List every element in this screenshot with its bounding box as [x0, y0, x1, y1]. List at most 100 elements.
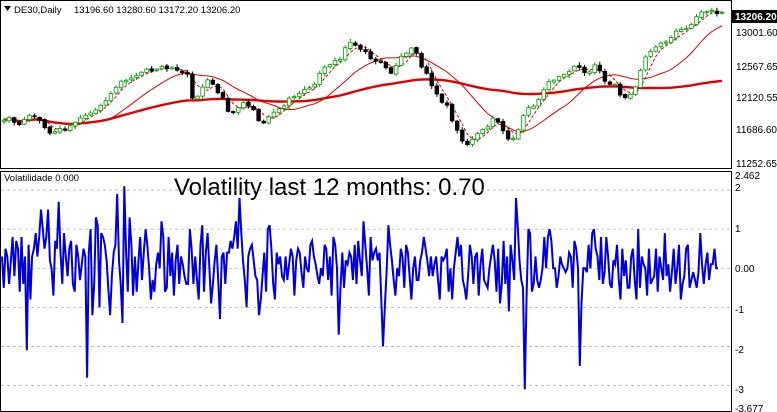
- candle-body: [587, 71, 592, 74]
- candle-body: [195, 95, 200, 100]
- candle-body: [475, 133, 480, 141]
- price-axis: 13001.60 12567.65 12120.55 11686.60 1125…: [736, 28, 777, 170]
- candle-body: [47, 126, 53, 134]
- dropdown-triangle-icon[interactable]: [4, 6, 11, 11]
- candle-body: [383, 62, 389, 69]
- candle-body: [292, 96, 297, 99]
- candle-body: [541, 89, 546, 100]
- candle-body: [378, 60, 384, 63]
- candle-body: [561, 73, 567, 78]
- candle-body: [6, 117, 12, 122]
- ma-mid: [3, 25, 723, 133]
- candle-body: [286, 97, 292, 107]
- candle-body: [67, 125, 73, 131]
- candle-body: [103, 100, 109, 106]
- candle-body: [490, 117, 496, 128]
- candle-body: [205, 79, 210, 89]
- candle-body: [617, 83, 623, 96]
- candle-body: [342, 47, 348, 61]
- candle-body: [149, 68, 154, 72]
- candle-body: [582, 66, 587, 74]
- candle-body: [546, 80, 552, 90]
- candle-body: [709, 10, 715, 13]
- candle-body: [419, 53, 424, 68]
- candle-body: [393, 65, 399, 75]
- candle-body: [78, 117, 83, 124]
- candle-body: [572, 65, 577, 72]
- candle-body: [373, 58, 378, 62]
- candle-body: [628, 93, 633, 99]
- candle-body: [210, 79, 215, 85]
- current-price-tag-bg: [732, 10, 777, 23]
- candle-body: [174, 67, 180, 71]
- current-price-value: 13206.20: [735, 12, 777, 23]
- candle-body: [531, 105, 536, 109]
- candle-body: [124, 79, 129, 83]
- candle-body: [505, 130, 511, 140]
- candle-body: [261, 120, 266, 124]
- candle-body: [668, 37, 674, 44]
- candle-body: [689, 24, 694, 29]
- candle-body: [704, 11, 709, 14]
- candle-body: [653, 46, 659, 52]
- candle-body: [256, 108, 261, 122]
- candle-body: [460, 129, 465, 142]
- ma-mid-line: [3, 25, 723, 133]
- candle-body: [663, 41, 669, 44]
- ma-short-line: [3, 11, 723, 141]
- indicator-tick: 1: [735, 224, 741, 235]
- candle-body: [276, 108, 282, 113]
- candle-body: [1, 119, 7, 123]
- candle-body: [363, 49, 368, 52]
- candle-body: [312, 83, 317, 88]
- candle-body: [648, 51, 653, 57]
- candle-body: [516, 129, 521, 140]
- candle-body: [88, 112, 93, 116]
- price-tick: 11252.65: [736, 159, 777, 170]
- candle-body: [623, 93, 628, 99]
- indicator-tick: 2.462: [735, 171, 760, 182]
- candle-body: [485, 126, 490, 130]
- candle-body: [98, 104, 103, 111]
- candle-body: [302, 89, 307, 94]
- candle-body: [388, 67, 394, 74]
- candle-body: [93, 109, 98, 114]
- candle-body: [236, 107, 241, 113]
- candle-body: [220, 91, 226, 99]
- candle-body: [643, 56, 648, 71]
- price-tick: 12120.55: [736, 93, 777, 104]
- candle-body: [607, 81, 613, 85]
- candle-body: [185, 71, 190, 75]
- candle-body: [246, 101, 251, 107]
- candle-body: [129, 77, 134, 81]
- candle-body: [455, 120, 460, 131]
- candle-body: [134, 75, 139, 78]
- candle-body: [470, 139, 475, 145]
- ma-short: [3, 11, 723, 141]
- candle-body: [139, 71, 144, 76]
- candle-body: [465, 140, 470, 146]
- candle-body: [612, 83, 618, 86]
- candle-body: [551, 79, 557, 83]
- candle-body: [567, 71, 572, 75]
- candle-body: [398, 55, 404, 66]
- candle-body: [32, 115, 37, 118]
- symbol-label: DE30,Daily: [14, 5, 62, 16]
- indicator-tick: -1: [735, 305, 744, 316]
- candle-body: [113, 86, 119, 94]
- candle-body: [327, 64, 333, 68]
- ohlc-values: 13196.60 13280.60 13172.20 13206.20: [74, 5, 240, 16]
- candle-body: [480, 129, 485, 134]
- candle-body: [159, 66, 165, 70]
- candle-body: [719, 11, 725, 14]
- candle-body: [57, 128, 63, 133]
- candle-body: [62, 128, 68, 131]
- candle-body: [22, 119, 27, 125]
- indicator-tick: -3.677: [735, 404, 764, 412]
- indicator-tick: -2: [735, 345, 744, 356]
- candle-body: [521, 115, 526, 131]
- candle-body: [673, 30, 679, 39]
- candle-body: [414, 47, 419, 54]
- candle-body: [169, 67, 175, 70]
